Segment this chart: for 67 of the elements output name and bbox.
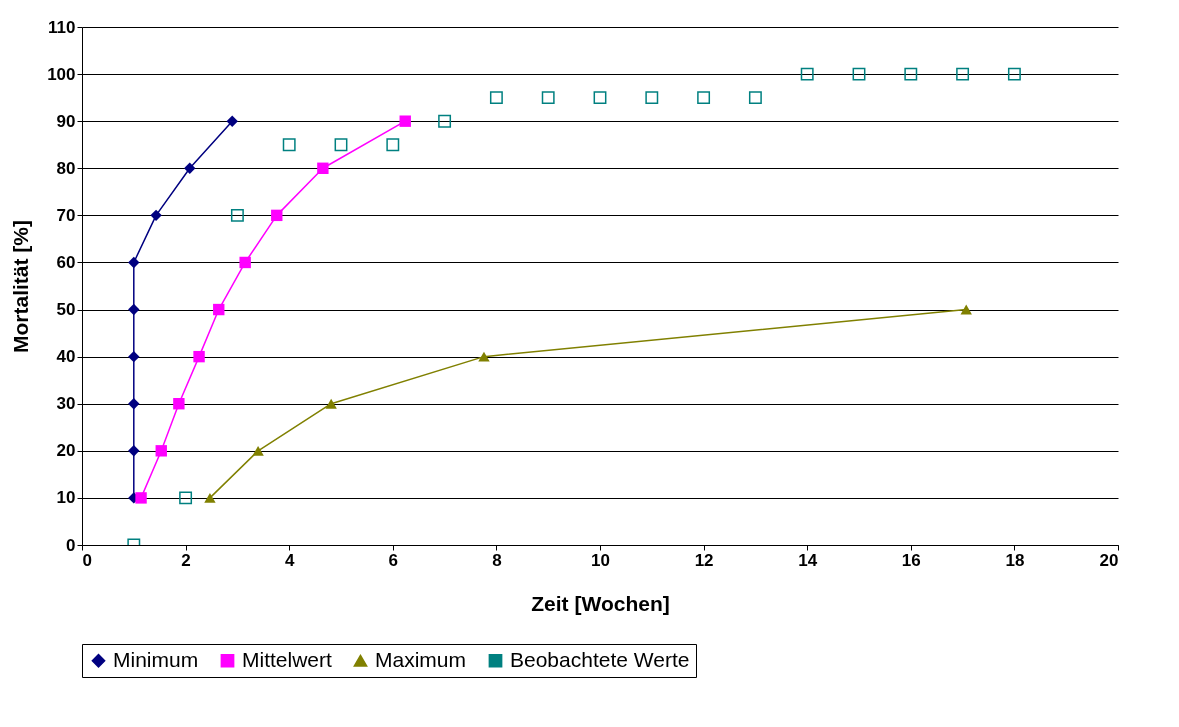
y-tick-label: 40 — [56, 347, 76, 367]
x-tick-label: 0 — [82, 550, 92, 570]
point — [184, 162, 196, 174]
y-tick-label: 10 — [56, 488, 76, 508]
point — [252, 445, 264, 456]
legend-label: Minimum — [113, 647, 199, 671]
y-tick-label: 90 — [56, 111, 76, 131]
point — [593, 91, 607, 105]
y-tick-label: 60 — [56, 252, 76, 272]
legend-label: Beobachtete Werte — [510, 647, 690, 671]
y-tick-label: 70 — [56, 205, 76, 225]
y-tick-label: 30 — [56, 394, 76, 414]
y-tick-label: 80 — [56, 158, 76, 178]
point — [489, 91, 503, 105]
point — [852, 67, 866, 81]
point — [904, 67, 918, 81]
x-tick-label: 10 — [591, 550, 610, 570]
point — [399, 115, 411, 127]
y-tick-label: 110 — [48, 17, 76, 37]
x-tick-label: 2 — [181, 550, 191, 570]
point — [128, 445, 140, 457]
point — [230, 208, 244, 222]
x-tick-label: 14 — [798, 550, 818, 570]
point — [128, 398, 140, 410]
y-tick-label: 50 — [56, 300, 76, 320]
x-tick-label: 4 — [284, 550, 295, 570]
point — [1007, 67, 1021, 81]
y-axis-title: Mortalität [%] — [9, 220, 33, 353]
point — [155, 445, 167, 457]
point — [386, 138, 400, 152]
point — [317, 162, 329, 174]
x-tick-label: 8 — [492, 550, 502, 570]
point — [173, 398, 185, 410]
point — [956, 67, 970, 81]
y-tick-label: 20 — [56, 441, 76, 461]
point — [179, 491, 193, 505]
point — [478, 351, 490, 362]
point — [193, 350, 205, 363]
point — [645, 91, 659, 105]
point — [325, 398, 337, 409]
legend-label: Maximum — [375, 647, 467, 671]
point — [226, 115, 238, 127]
point — [213, 303, 225, 316]
point — [748, 91, 762, 105]
point — [239, 256, 251, 269]
y-tick-label: 100 — [47, 64, 76, 84]
point — [150, 209, 162, 222]
point — [135, 492, 147, 504]
point — [334, 138, 348, 152]
point — [204, 492, 216, 503]
point — [800, 67, 814, 81]
point — [438, 114, 452, 128]
point — [128, 350, 140, 363]
point — [282, 138, 296, 152]
y-tick-label: 0 — [66, 535, 76, 555]
x-tick-label: 20 — [1099, 550, 1119, 570]
x-tick-label: 12 — [694, 550, 714, 570]
point — [271, 209, 283, 222]
x-tick-label: 6 — [388, 550, 399, 570]
x-axis-title: Zeit [Wochen] — [531, 591, 670, 615]
point — [541, 91, 555, 105]
x-tick-label: 16 — [901, 550, 921, 570]
legend-label: Mittelwert — [242, 647, 333, 671]
x-tick-label: 18 — [1005, 550, 1025, 570]
point — [128, 303, 140, 316]
point — [128, 256, 140, 269]
point — [697, 91, 711, 105]
